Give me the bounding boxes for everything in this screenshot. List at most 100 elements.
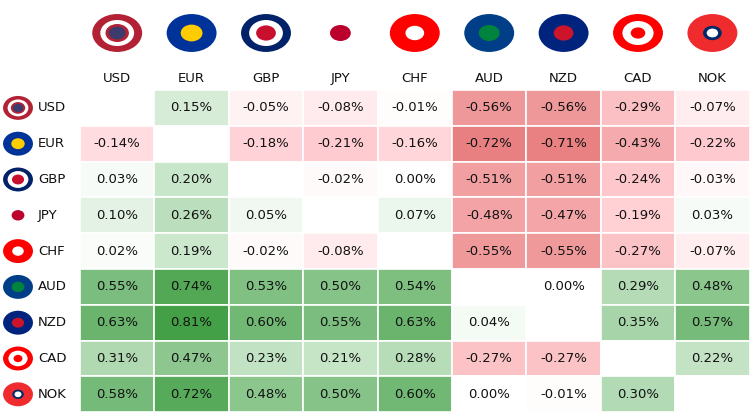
Text: -0.48%: -0.48% [466,209,512,222]
Text: 0.63%: 0.63% [394,316,436,329]
Text: -0.27%: -0.27% [614,245,662,258]
Text: 0.07%: 0.07% [394,209,436,222]
Text: JPY: JPY [38,209,58,222]
Text: GBP: GBP [252,72,280,84]
Bar [154,341,229,377]
Text: -0.51%: -0.51% [540,173,587,186]
Text: -0.51%: -0.51% [466,173,513,186]
Bar [601,341,675,377]
Ellipse shape [2,95,34,121]
Text: -0.01%: -0.01% [540,388,587,401]
Bar [154,162,229,197]
Text: -0.08%: -0.08% [317,245,364,258]
Bar [526,269,601,305]
Text: AUD: AUD [38,281,67,293]
Bar [377,305,452,341]
Text: -0.72%: -0.72% [466,137,513,150]
Text: 0.63%: 0.63% [96,316,138,329]
Text: 0.02%: 0.02% [96,245,138,258]
Ellipse shape [13,355,22,362]
Text: 0.50%: 0.50% [320,281,362,293]
Bar [154,269,229,305]
Text: 0.53%: 0.53% [245,281,287,293]
Text: 0.50%: 0.50% [320,388,362,401]
Bar [526,197,601,233]
Bar [675,305,749,341]
Text: NZD: NZD [38,316,67,329]
Text: NOK: NOK [698,72,727,84]
Ellipse shape [13,104,23,112]
Bar [526,233,601,269]
Bar [675,162,749,197]
Text: -0.27%: -0.27% [466,352,513,365]
Text: -0.19%: -0.19% [615,209,662,222]
Bar [80,341,154,377]
Bar [80,377,154,412]
Ellipse shape [2,202,34,228]
Ellipse shape [11,138,25,149]
Bar [526,162,601,197]
Bar [601,162,675,197]
Text: 0.29%: 0.29% [617,281,659,293]
Bar [452,197,526,233]
Text: 0.22%: 0.22% [692,352,734,365]
Bar [601,269,675,305]
Bar [675,377,749,412]
Ellipse shape [181,25,203,41]
Ellipse shape [11,282,25,292]
Text: 0.23%: 0.23% [245,352,287,365]
Ellipse shape [2,238,34,264]
Bar [80,233,154,269]
Text: -0.01%: -0.01% [392,101,438,115]
Ellipse shape [249,20,283,46]
Ellipse shape [8,171,28,188]
Text: 0.35%: 0.35% [617,316,659,329]
Text: -0.55%: -0.55% [540,245,587,258]
Text: USD: USD [104,72,131,84]
Text: 0.58%: 0.58% [96,388,138,401]
Text: -0.56%: -0.56% [540,101,587,115]
Text: 0.03%: 0.03% [96,173,138,186]
Bar [601,90,675,126]
Bar [377,269,452,305]
Bar [303,341,377,377]
Ellipse shape [388,13,441,53]
Ellipse shape [622,21,653,45]
Ellipse shape [2,346,34,372]
Bar [675,233,749,269]
Text: 0.05%: 0.05% [245,209,287,222]
Text: -0.43%: -0.43% [615,137,662,150]
Text: 0.28%: 0.28% [394,352,436,365]
Text: CHF: CHF [38,245,64,258]
Ellipse shape [554,26,574,41]
Text: NOK: NOK [38,388,67,401]
Bar [452,162,526,197]
Ellipse shape [12,175,24,185]
Text: 0.60%: 0.60% [394,388,436,401]
Bar [675,341,749,377]
Text: JPY: JPY [331,72,350,84]
Text: CAD: CAD [624,72,652,84]
Bar [229,341,303,377]
Text: AUD: AUD [475,72,504,84]
Text: 0.20%: 0.20% [170,173,212,186]
Bar [154,90,229,126]
Text: -0.02%: -0.02% [243,245,290,258]
Bar [303,126,377,162]
Ellipse shape [464,13,515,53]
Ellipse shape [8,99,28,116]
Ellipse shape [2,274,34,300]
Ellipse shape [12,390,24,399]
Text: -0.71%: -0.71% [540,137,587,150]
Ellipse shape [314,13,367,53]
Bar [80,269,154,305]
Bar [601,233,675,269]
Text: 0.30%: 0.30% [617,388,659,401]
Text: 0.60%: 0.60% [245,316,287,329]
Ellipse shape [10,102,26,114]
Text: NZD: NZD [549,72,578,84]
Bar [303,233,377,269]
Bar [377,126,452,162]
Text: -0.07%: -0.07% [689,101,736,115]
Ellipse shape [686,13,739,53]
